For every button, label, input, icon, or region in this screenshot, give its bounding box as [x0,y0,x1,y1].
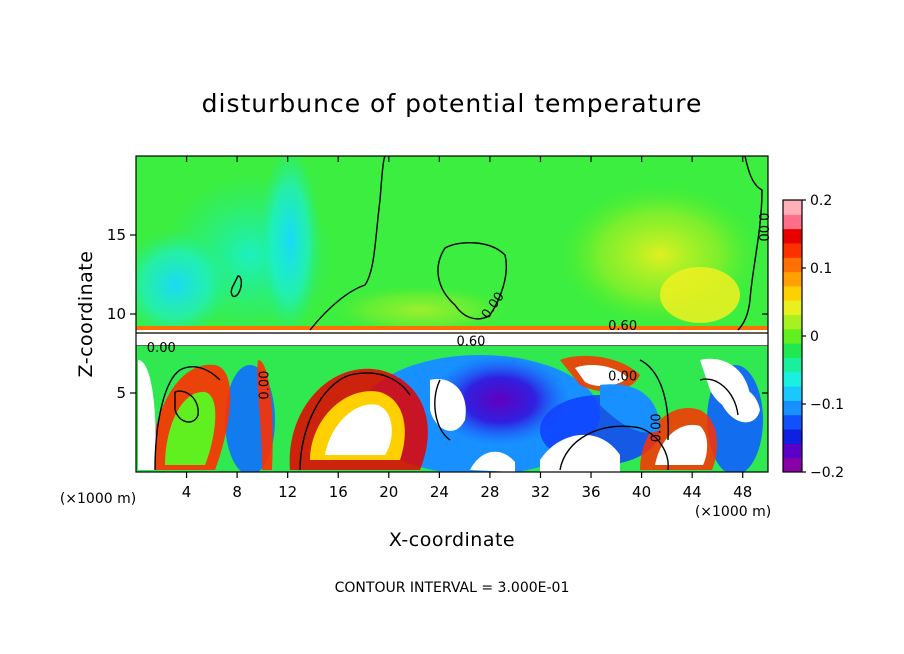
colorbar-tick-label: −0.2 [810,465,844,481]
contour-label: 0.00 [258,371,273,400]
x-tick-label: 32 [531,483,550,501]
contour-label: 0.60 [608,319,637,334]
colorbar-swatch [783,457,802,473]
colorbar-swatch [783,314,802,330]
x-axis: 4 8 12 16 20 24 28 32 36 40 44 48 [182,156,752,501]
x-tick-label: 4 [182,483,192,501]
x-unit-left: (×1000 m) [60,491,136,507]
x-unit-right: (×1000 m) [695,504,771,520]
x-tick-label: 24 [430,483,449,501]
warm-band [330,285,510,335]
contour-labels: 0.000.000.000.600.600.000.000.00 [147,213,770,443]
contour-label: 0.00 [608,369,637,384]
chart-title: disturbunce of potential temperature [202,89,703,118]
x-tick-label: 20 [379,483,398,501]
colorbar-tick-label: −0.1 [810,397,844,413]
cool-plume [260,156,320,335]
colorbar-swatch [783,242,802,258]
colorbar-swatch [783,285,802,301]
y-tick-label: 5 [116,384,126,402]
x-tick-label: 44 [683,483,702,501]
y-tick-label: 15 [107,226,126,244]
x-tick-label: 28 [480,483,499,501]
colorbar-swatch [783,386,802,401]
x-tick-label: 8 [232,483,242,501]
cool-region-far-left [136,230,230,340]
contour-interval: CONTOUR INTERVAL = 3.000E-01 [335,580,570,596]
colorbar-swatch [783,214,802,230]
colorbar-swatch [783,357,802,373]
colorbar-swatch [783,414,802,430]
inversion-layer [136,330,768,346]
coldest-core [430,355,570,445]
x-tick-label: 36 [581,483,600,501]
y-tick-label: 10 [107,305,126,323]
colorbar-swatch [783,400,802,416]
contour-label: 0.00 [147,341,176,356]
colorbar-swatch [783,271,802,287]
y-axis: 5 10 15 [107,226,768,402]
contour-label: 0.00 [650,413,665,442]
colorbar-tick-label: 0 [810,329,819,345]
contour-label: 0.60 [456,335,485,350]
colorbar-swatch [783,443,802,459]
colorbar-swatch [783,328,802,344]
colorbar-swatch [783,200,802,215]
y-axis-label: Z-coordinate [75,251,97,378]
contour-lines [154,156,763,471]
colorbar-tick-label: 0.1 [810,261,832,277]
x-tick-label: 48 [733,483,752,501]
colorbar-tick-label: 0.2 [810,193,832,209]
warm-core [660,267,740,323]
colorbar-swatch [783,371,802,387]
inversion-line [136,326,768,330]
x-tick-label: 12 [278,483,297,501]
x-tick-label: 16 [329,483,348,501]
x-tick-label: 40 [632,483,651,501]
heatmap-field [136,156,768,472]
colorbar-swatch [783,343,802,358]
colorbar-swatch [783,429,802,444]
x-axis-label: X-coordinate [389,529,515,551]
colorbar-swatch [783,228,802,244]
colorbar-swatch [783,257,802,273]
colorbar-swatch [783,300,802,316]
contour-label: 0.00 [755,213,770,242]
colorbar: 0.2 0.1 0 −0.1 −0.2 [782,193,844,481]
